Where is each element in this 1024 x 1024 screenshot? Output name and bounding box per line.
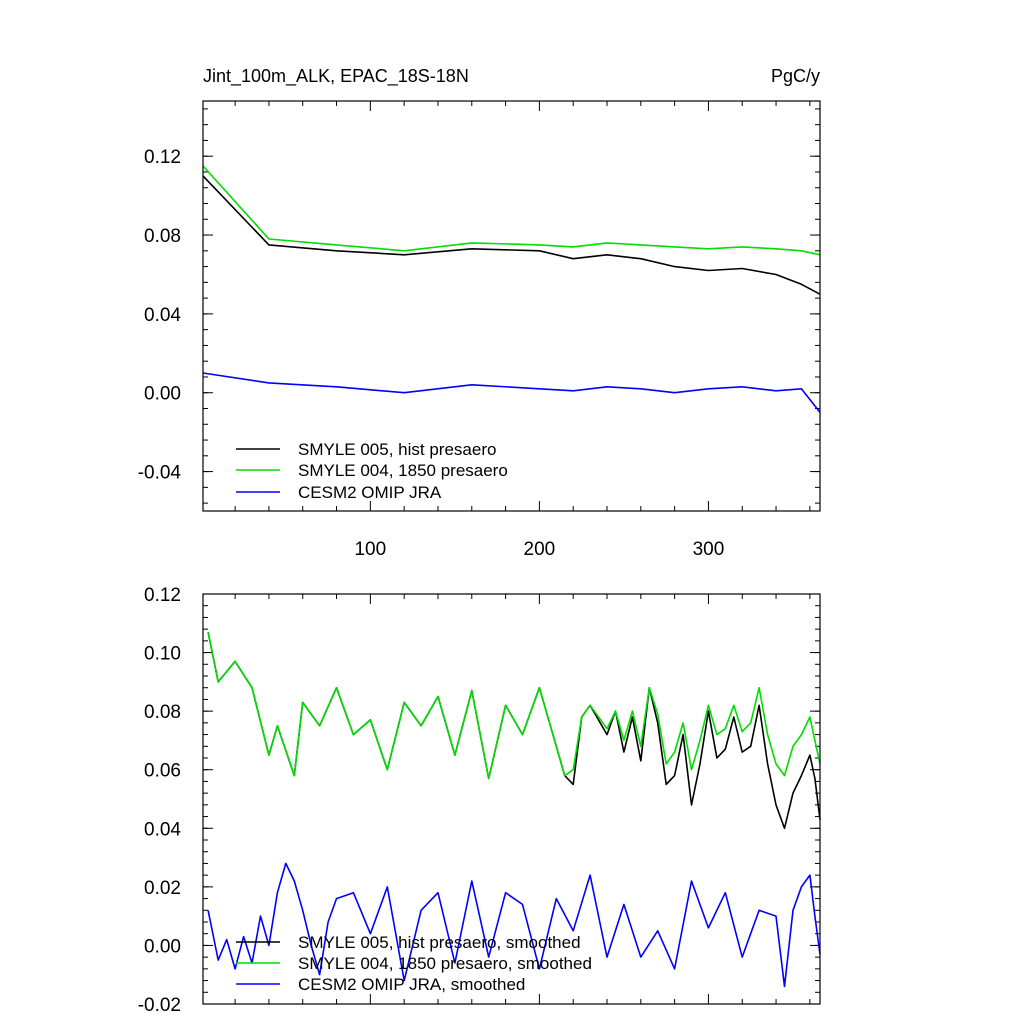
legend-label-smyle-004-smoothed: SMYLE 004, 1850 presaero, smoothed bbox=[298, 954, 592, 973]
y-tick-label: 0.10 bbox=[144, 644, 181, 665]
x-tick-label: 300 bbox=[693, 539, 725, 560]
y-tick-label: 0.02 bbox=[144, 878, 181, 899]
bottom-panel-frame bbox=[202, 593, 821, 1005]
x-tick-label: 200 bbox=[524, 539, 556, 560]
legend-label-smyle-004: SMYLE 004, 1850 presaero bbox=[298, 461, 508, 480]
series-line-smoothed-2 bbox=[207, 862, 821, 988]
top-panel-frame bbox=[202, 100, 821, 512]
top-panel-legend: SMYLE 005, hist presaero SMYLE 004, 1850… bbox=[236, 440, 508, 502]
top-panel-series bbox=[202, 165, 821, 413]
legend-label-smyle-005: SMYLE 005, hist presaero bbox=[298, 440, 496, 459]
y-tick-label: 0.06 bbox=[144, 761, 181, 782]
y-tick-label: 0.00 bbox=[144, 384, 181, 405]
top-panel-ticks: -0.04 0.00 0.04 0.08 0.12 100 200 300 bbox=[138, 101, 820, 560]
bottom-panel: -0.02 0.00 0.02 0.04 0.06 0.08 0.10 0.12 SMYLE … bbox=[138, 585, 821, 1016]
legend-label-smyle-005-smoothed: SMYLE 005, hist presaero, smoothed bbox=[298, 933, 581, 952]
panel-title-left: Jint_100m_ALK, EPAC_18S-18N bbox=[203, 66, 469, 87]
bottom-panel-series bbox=[207, 631, 821, 988]
panel-title-right-units: PgC/y bbox=[771, 66, 820, 86]
legend-label-cesm2-omip: CESM2 OMIP JRA bbox=[298, 483, 442, 502]
y-tick-label: 0.04 bbox=[144, 819, 181, 840]
legend-label-cesm2-omip-smoothed: CESM2 OMIP JRA, smoothed bbox=[298, 975, 525, 994]
series-line-raw-2 bbox=[202, 372, 821, 413]
y-tick-label: -0.04 bbox=[138, 463, 182, 484]
top-panel: Jint_100m_ALK, EPAC_18S-18N PgC/y -0.04 0… bbox=[138, 66, 821, 560]
series-line-raw-0 bbox=[202, 175, 821, 295]
series-line-smoothed-1 bbox=[207, 631, 821, 780]
y-tick-label: 0.08 bbox=[144, 226, 181, 247]
y-tick-label: -0.02 bbox=[138, 995, 181, 1016]
y-tick-label: 0.08 bbox=[144, 702, 181, 723]
series-line-raw-1 bbox=[202, 165, 821, 256]
y-tick-label: 0.04 bbox=[144, 305, 181, 326]
x-tick-label: 100 bbox=[354, 539, 386, 560]
y-tick-label: 0.12 bbox=[144, 585, 181, 606]
y-tick-label: 0.00 bbox=[144, 936, 181, 957]
bottom-panel-ticks: -0.02 0.00 0.02 0.04 0.06 0.08 0.10 0.12 bbox=[138, 585, 820, 1016]
bottom-panel-legend: SMYLE 005, hist presaero, smoothed SMYLE… bbox=[236, 933, 592, 994]
y-tick-label: 0.12 bbox=[144, 147, 181, 168]
